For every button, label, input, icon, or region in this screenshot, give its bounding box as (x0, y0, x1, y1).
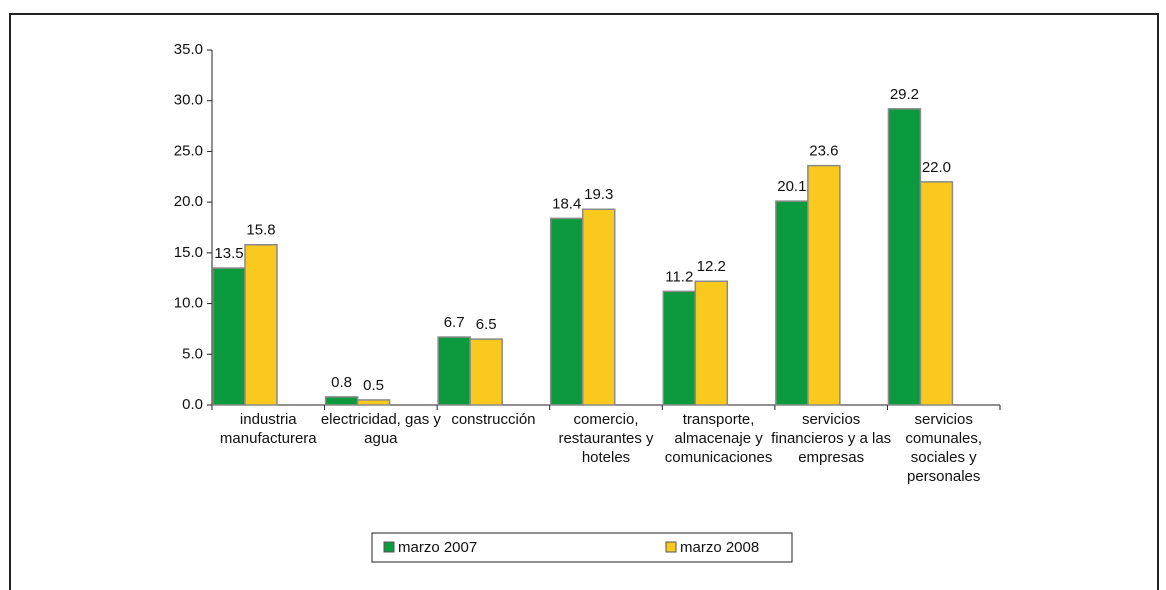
value-label: 12.2 (697, 258, 726, 275)
legend-label: marzo 2007 (398, 539, 477, 556)
x-tick-label: servicios financieros y a las empresas (771, 411, 892, 466)
legend-label: marzo 2008 (680, 539, 759, 556)
y-tick-label: 35.0 (174, 41, 203, 58)
y-tick-label: 30.0 (174, 92, 203, 109)
bar (662, 290, 697, 406)
x-tick-label: comercio, restaurantes y hoteles (558, 411, 654, 466)
value-label: 23.6 (809, 143, 838, 160)
value-label: 11.2 (665, 268, 693, 285)
bar (244, 243, 278, 406)
y-tick-label: 5.0 (182, 345, 203, 362)
x-tick-label: construcción (451, 411, 536, 428)
value-label: 0.8 (331, 374, 352, 391)
value-label: 29.2 (890, 86, 919, 103)
value-label: 6.5 (476, 316, 497, 333)
legend-swatch (383, 541, 395, 553)
y-tick-label: 15.0 (174, 244, 203, 261)
y-tick-label: 25.0 (174, 142, 203, 159)
x-tick-label: servicios comunales, sociales y personal… (905, 411, 983, 485)
value-label: 15.8 (246, 222, 275, 239)
x-tick-label: electricidad, gas y agua (320, 411, 441, 447)
bar (212, 267, 246, 406)
y-tick-label: 20.0 (174, 193, 203, 210)
value-label: 18.4 (552, 195, 581, 212)
legend-swatch (665, 541, 677, 553)
value-label: 0.5 (363, 377, 384, 394)
bar (437, 336, 471, 406)
bar (469, 338, 503, 406)
bar (549, 217, 584, 406)
y-tick-label: 10.0 (174, 295, 203, 312)
bar (581, 208, 616, 406)
bar (887, 108, 922, 406)
x-tick-label: transporte, almacenaje y comunicaciones (664, 411, 773, 466)
value-label: 6.7 (444, 314, 465, 331)
legend-box (371, 532, 793, 563)
value-label: 19.3 (584, 186, 613, 203)
x-tick-label: industria manufacturera (219, 411, 317, 447)
frame (9, 13, 1159, 590)
bar (324, 396, 359, 406)
bar (919, 181, 954, 406)
bar (356, 399, 391, 406)
bar (694, 280, 729, 406)
bar (807, 164, 841, 406)
bar (775, 200, 809, 406)
value-label: 22.0 (922, 159, 951, 176)
value-label: 20.1 (777, 178, 806, 195)
y-tick-label: 0.0 (182, 396, 203, 413)
value-label: 13.5 (214, 245, 243, 262)
